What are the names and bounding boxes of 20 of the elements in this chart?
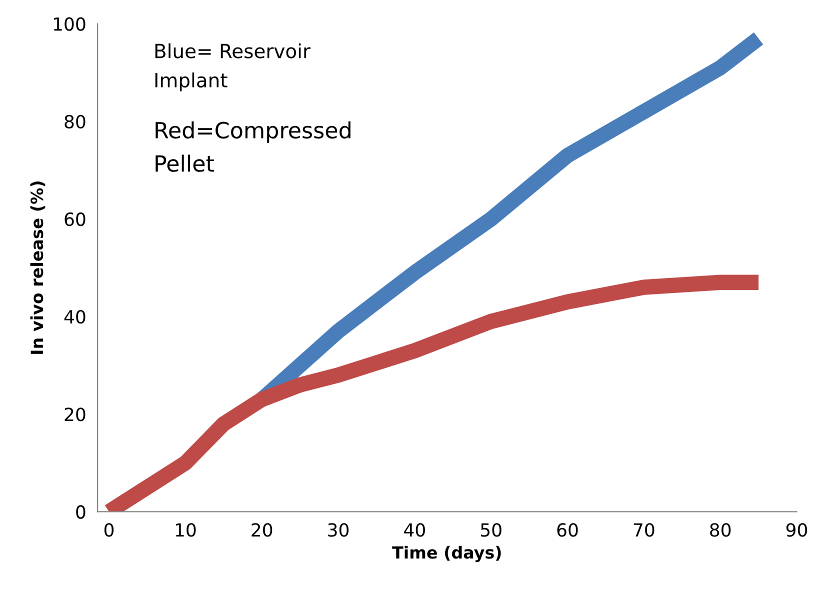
x-axis-title: Time (days): [392, 546, 501, 562]
x-tick-label: 70: [634, 523, 654, 537]
x-tick-label: 40: [404, 523, 425, 537]
x-tick-label: 80: [710, 523, 731, 537]
y-axis-title: In vivo release (%): [30, 182, 46, 354]
y-tick-label: 20: [64, 408, 86, 422]
x-tick-label: 60: [557, 523, 578, 537]
x-tick-label: 30: [328, 523, 349, 537]
y-tick-label: 0: [76, 505, 86, 519]
x-tick-label: 20: [252, 523, 272, 537]
annotation: Blue= Reservoir Implant: [155, 43, 310, 92]
y-tick-label: 40: [64, 310, 86, 324]
y-tick-label: 80: [64, 114, 86, 128]
x-tick-label: 50: [480, 523, 502, 537]
x-tick-label: 0: [104, 523, 114, 537]
y-tick-label: 100: [54, 17, 86, 31]
y-tick-label: 60: [64, 212, 86, 226]
annotation: Red=Compressed Pellet: [156, 121, 350, 172]
x-tick-label: 90: [786, 523, 808, 537]
x-tick-label: 10: [176, 523, 196, 537]
